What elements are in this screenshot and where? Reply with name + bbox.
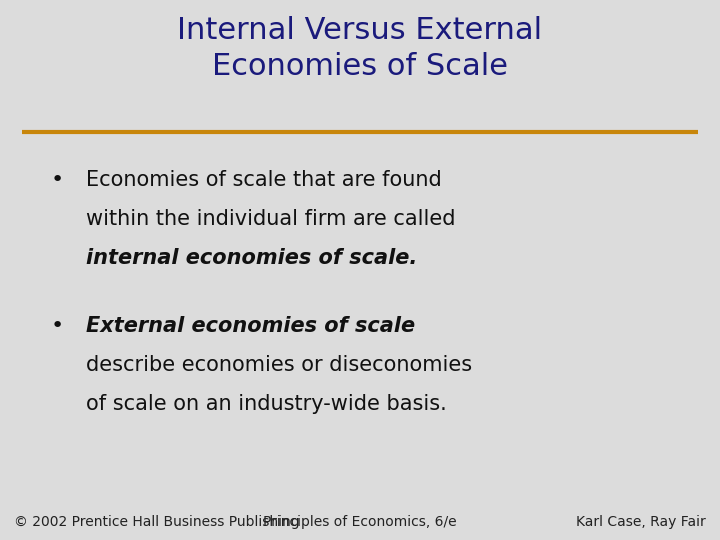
Text: •: • [50,170,63,190]
Text: Economies of scale that are found: Economies of scale that are found [86,170,442,190]
Text: Internal Versus External
Economies of Scale: Internal Versus External Economies of Sc… [177,16,543,81]
Text: within the individual firm are called: within the individual firm are called [86,209,456,229]
Text: External economies of scale: External economies of scale [86,316,415,336]
Text: of scale on an industry-wide basis.: of scale on an industry-wide basis. [86,394,447,414]
Text: •: • [50,316,63,336]
Text: describe economies or diseconomies: describe economies or diseconomies [86,355,472,375]
Text: internal economies of scale.: internal economies of scale. [86,248,418,268]
Text: Principles of Economics, 6/e: Principles of Economics, 6/e [264,515,456,529]
Text: © 2002 Prentice Hall Business Publishing: © 2002 Prentice Hall Business Publishing [14,515,300,529]
Text: Karl Case, Ray Fair: Karl Case, Ray Fair [576,515,706,529]
